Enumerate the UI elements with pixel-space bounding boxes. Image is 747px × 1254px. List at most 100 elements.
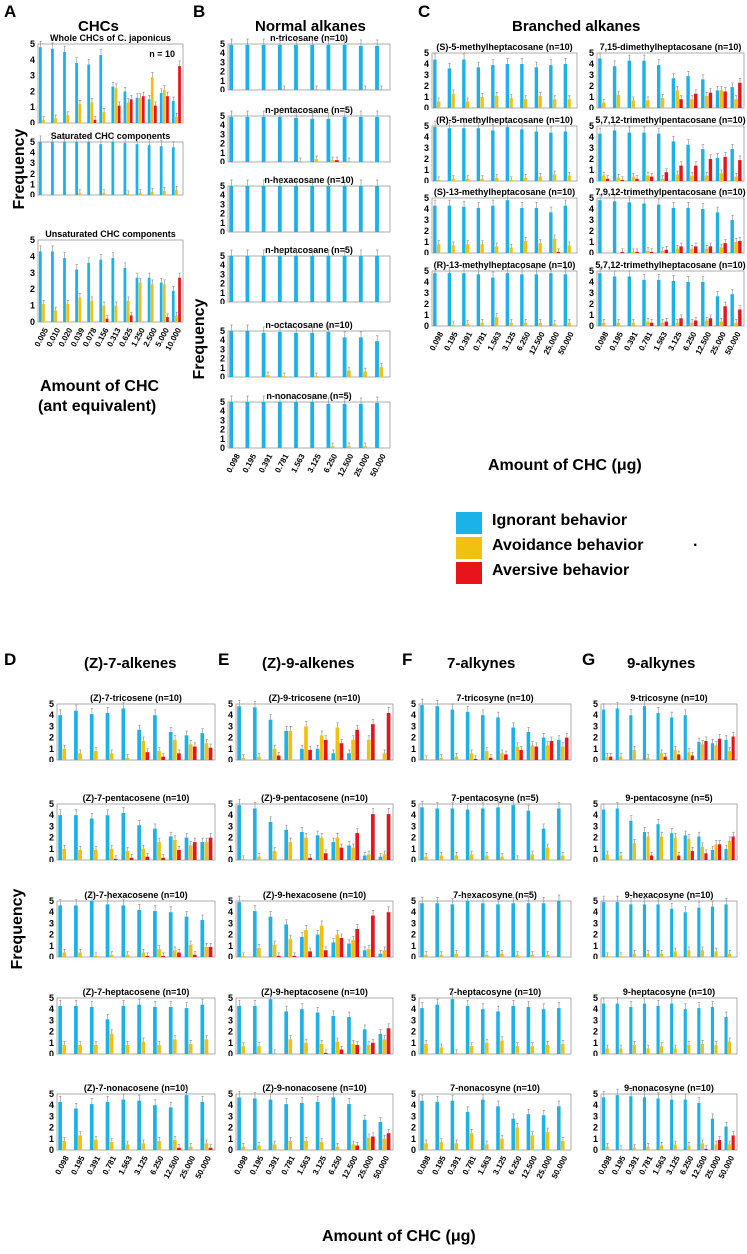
bar-avo [728,1144,732,1150]
bar-ign [63,142,66,195]
bar-avo [631,322,635,326]
y-tick-label: 4 [424,59,429,69]
bar-ign [683,715,687,760]
y-tick-label: 4 [220,406,225,416]
x-tick-label: 0.098 [232,1154,250,1176]
y-tick-label: 5 [593,896,598,906]
bar-avo [484,1144,489,1150]
bar-ign [358,45,363,90]
bar-avo [451,178,455,181]
bar-ave [694,165,698,181]
panel-title-a: CHCs [78,18,119,35]
y-tick-label: 5 [589,193,594,203]
chart-17: (Z)-7-tricosene (n=10) 012 345 [49,693,216,765]
bar-avo [465,178,470,181]
bar-avo [480,322,484,326]
bar-ign [358,403,363,448]
bar-ign [38,251,42,322]
y-tick-label: 2 [228,1123,233,1133]
y-tick-label: 3 [228,1111,233,1121]
bar-ign [294,402,298,448]
bar-avo [660,250,665,253]
bar-avo [424,954,428,957]
bar-ave [609,756,613,760]
bar-avo [304,930,308,957]
bar-avo [126,300,130,322]
y-tick-label: 4 [228,1004,233,1014]
bar-avo [138,282,142,322]
bar-ave [677,855,681,860]
bar-avo [560,855,565,860]
bar-avo [469,854,474,860]
bar-avo [469,1133,474,1150]
y-tick-label: 5 [228,896,233,906]
y-tick-label: 2 [411,733,416,743]
panel-letter-a: A [4,2,17,21]
chart-wrapper-14: 5,7,12-trimethylpentacosane (n=10) 0 1 2 3 4 5 [585,112,746,188]
chart-wrapper-13: 7,15-dimethylheptacosane (n=10) 0 1 2 3 4 5 [585,39,746,115]
bar-ign [111,142,115,195]
bar-ave [93,119,97,123]
plot-frame [600,997,738,1055]
bar-avo [690,99,694,108]
bar-avo [125,954,130,957]
bar-avo [172,950,177,957]
y-tick-label: 1 [593,1038,598,1048]
bar-ign [171,100,175,123]
bar-ign [74,905,78,957]
bar-avo [734,322,738,326]
y-tick-label: 0 [589,248,594,255]
y-tick-label: 4 [589,277,594,287]
bar-ave [371,915,375,957]
bar-avo [687,1145,691,1150]
y-tick-label: 0 [228,1145,233,1155]
bar-avo [673,749,677,760]
legend-label-ignorant: Ignorant behavior [492,512,628,529]
bar-ign [135,97,139,123]
bar-ave [738,240,742,253]
y-tick-label: 3 [228,721,233,731]
bar-ign [252,1098,257,1150]
bar-avo [619,955,623,957]
bar-ign [671,207,676,253]
bar-avo [272,851,277,860]
bar-ign [656,65,661,108]
y-tick-label: 0 [593,755,598,762]
plot-frame [596,52,745,109]
bar-ave [339,847,344,860]
bar-avo [382,854,387,860]
bar-ign [237,1005,241,1054]
bar-avo [62,952,67,957]
bar-ign [447,205,452,253]
bar-avo [500,953,504,957]
chart-wrapper-4: n-pentacosane (n=5) 0 1 2 3 4 5 [216,102,392,169]
bar-avo [126,193,130,195]
x-tick-label: 50.000 [194,1154,214,1180]
bar-avo [319,735,324,760]
bar-ave [145,856,150,860]
bar-ign [710,849,715,860]
bar-avo [172,1039,177,1054]
bar-ign [612,66,617,108]
bar-avo [93,751,98,760]
chart-28: 7-pentacosyne (n=5) 012 345 [411,793,572,865]
y-tick-label: 0 [30,190,35,197]
bar-avo [241,858,246,860]
bar-ign [342,44,347,90]
bar-avo [719,321,724,326]
bar-avo [454,756,459,760]
bar-ign [511,727,515,760]
bar-ign [447,273,452,326]
bar-avo [204,842,209,860]
chart-35: 9-heptacosyne (n=10) 012 345 [593,987,738,1059]
chart-title: (Z)-7-nonacosene (n=10) [84,1083,188,1093]
bar-ign [697,836,701,860]
y-tick-label: 4 [30,251,35,261]
y-tick-label: 1 [593,744,598,754]
bar-avo [257,1145,261,1150]
bar-ave [166,317,169,322]
y-tick-label: 2 [589,81,594,91]
bar-avo [538,95,542,108]
bar-ave [717,844,722,860]
bar-avo [734,176,738,181]
